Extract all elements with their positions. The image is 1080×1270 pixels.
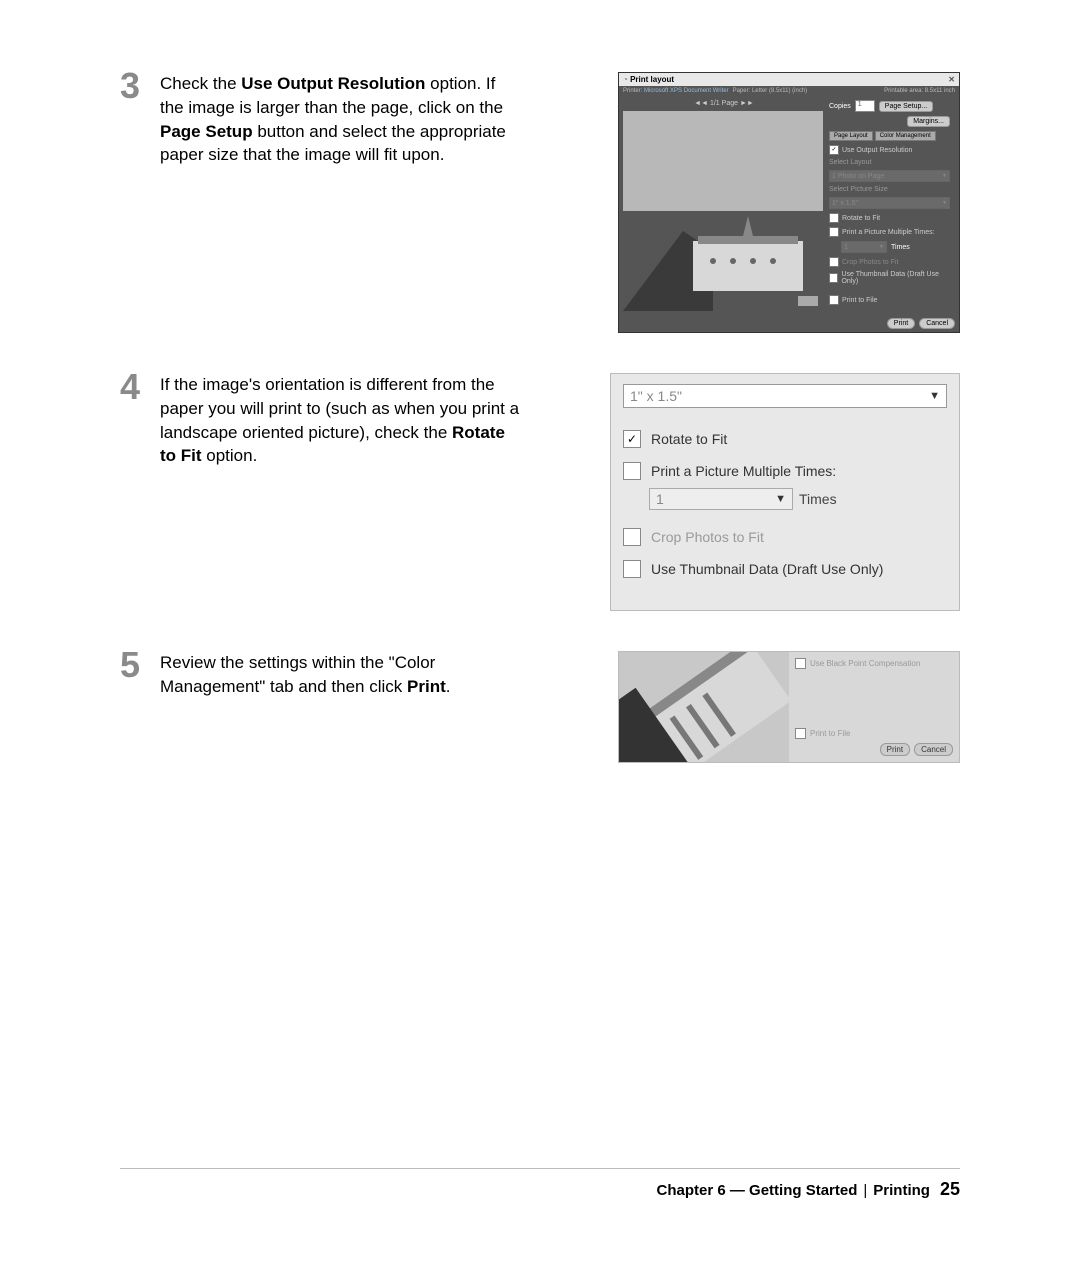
tab-page-layout[interactable]: Page Layout [829, 131, 873, 141]
dialog-info-bar: Printer: Microsoft XPS Document Writer P… [619, 86, 959, 96]
copies-label: Copies [829, 103, 851, 110]
rotate-to-fit-label: Rotate to Fit [651, 431, 727, 447]
crop-photos-checkbox[interactable]: Crop Photos to Fit [829, 257, 950, 267]
print-preview-thumbnail [623, 111, 823, 311]
print-multiple-count-dropdown[interactable]: 1 [841, 241, 887, 253]
times-label: Times [891, 244, 910, 251]
page-setup-button[interactable]: Page Setup... [879, 101, 933, 112]
rotate-to-fit-checkbox[interactable]: Rotate to Fit [829, 213, 950, 223]
black-point-label: Use Black Point Compensation [810, 659, 920, 668]
use-output-resolution-checkbox[interactable]: ✓Use Output Resolution [829, 145, 950, 155]
print-to-file-label: Print to File [842, 297, 877, 304]
paper-label: Paper: Letter (8.5x11) (inch) [733, 88, 808, 94]
crop-photos-label: Crop Photos to Fit [651, 529, 764, 545]
printer-value: Microsoft XPS Document Writer [644, 88, 729, 94]
step-4-screenshot-wrap: 1" x 1.5" ✓Rotate to Fit Print a Picture… [540, 373, 960, 611]
rotate-to-fit-checkbox[interactable]: ✓Rotate to Fit [623, 430, 947, 448]
print-layout-dialog: ◔ Print layout ✕ Printer: Microsoft XPS … [618, 72, 960, 333]
step-4-number: 4 [120, 369, 160, 405]
footer-section: Printing [873, 1182, 930, 1199]
color-management-panel: Use Black Point Compensation Print to Fi… [618, 651, 960, 763]
crop-photos-label: Crop Photos to Fit [842, 259, 898, 266]
dialog-footer: Print Cancel [795, 743, 953, 756]
dialog-tabs: Page Layout Color Management [829, 131, 950, 141]
step-4-text: If the image's orientation is different … [160, 373, 540, 468]
select-picture-size-value: 1" x 1.5" [832, 200, 858, 207]
cancel-button[interactable]: Cancel [914, 743, 953, 756]
times-count: 1 [656, 491, 664, 507]
bold-use-output-resolution: Use Output Resolution [241, 74, 425, 93]
black-point-checkbox[interactable]: Use Black Point Compensation [795, 658, 953, 669]
dialog-footer: Print Cancel [619, 315, 959, 332]
step-3-screenshot-wrap: ◔ Print layout ✕ Printer: Microsoft XPS … [540, 72, 960, 333]
rotate-to-fit-panel: 1" x 1.5" ✓Rotate to Fit Print a Picture… [610, 373, 960, 611]
step-5-row: 5 Review the settings within the "Color … [120, 651, 960, 763]
print-multiple-label: Print a Picture Multiple Times: [842, 229, 935, 236]
crop-photos-checkbox[interactable]: Crop Photos to Fit [623, 528, 947, 546]
copies-input[interactable]: 1 [855, 100, 875, 112]
select-layout-value: 1 Photo on Page [832, 173, 884, 180]
picture-size-value: 1" x 1.5" [630, 388, 682, 404]
tab-color-management[interactable]: Color Management [875, 131, 936, 141]
use-thumbnail-label: Use Thumbnail Data (Draft Use Only) [841, 271, 950, 285]
margins-button[interactable]: Margins... [907, 116, 950, 127]
printer-label: Printer: [623, 88, 642, 94]
print-multiple-times-row: 1 Times [623, 488, 947, 510]
text-fragment: option. [202, 446, 258, 465]
select-picture-size-dropdown[interactable]: 1" x 1.5" [829, 197, 950, 209]
dialog-preview-pane: ◄◄ 1/1 Page ►► [619, 96, 829, 315]
pager-label[interactable]: ◄◄ 1/1 Page ►► [623, 100, 825, 107]
print-multiple-checkbox[interactable]: Print a Picture Multiple Times: [829, 227, 950, 237]
use-thumbnail-checkbox[interactable]: Use Thumbnail Data (Draft Use Only) [623, 560, 947, 578]
print-to-file-checkbox[interactable]: Print to File [795, 728, 953, 739]
footer-chapter: Chapter 6 — Getting Started [657, 1182, 858, 1199]
select-layout-dropdown[interactable]: 1 Photo on Page [829, 170, 950, 182]
select-picture-size-label: Select Picture Size [829, 186, 950, 193]
print-to-file-checkbox[interactable]: Print to File [829, 295, 950, 305]
picture-size-dropdown[interactable]: 1" x 1.5" [623, 384, 947, 408]
use-output-resolution-label: Use Output Resolution [842, 147, 912, 154]
step-4-row: 4 If the image's orientation is differen… [120, 373, 960, 611]
step-3-number: 3 [120, 68, 160, 104]
print-multiple-checkbox[interactable]: Print a Picture Multiple Times: [623, 462, 947, 480]
rotated-preview-thumbnail [619, 652, 789, 762]
times-count-dropdown[interactable]: 1 [649, 488, 793, 510]
use-thumbnail-checkbox[interactable]: Use Thumbnail Data (Draft Use Only) [829, 271, 950, 285]
bold-page-setup: Page Setup [160, 122, 253, 141]
step-3-text: Check the Use Output Resolution option. … [160, 72, 540, 167]
step-5-screenshot-wrap: Use Black Point Compensation Print to Fi… [540, 651, 960, 763]
print-multiple-count: 1 [844, 244, 848, 251]
text-fragment: Review the settings within the "Color Ma… [160, 653, 435, 696]
dialog-title: Print layout [630, 75, 674, 84]
print-button[interactable]: Print [880, 743, 910, 756]
step-3-row: 3 Check the Use Output Resolution option… [120, 72, 960, 333]
dialog-titlebar: ◔ Print layout ✕ [619, 73, 959, 86]
print-multiple-label: Print a Picture Multiple Times: [651, 463, 836, 479]
page-footer: Chapter 6 — Getting Started|Printing25 [120, 1168, 960, 1200]
step-5-number: 5 [120, 647, 160, 683]
print-button[interactable]: Print [887, 318, 915, 329]
printable-area-label: Printable area: 8.5x11 inch [884, 88, 955, 94]
color-management-options: Use Black Point Compensation Print to Fi… [789, 652, 959, 762]
text-fragment: Check the [160, 74, 241, 93]
dialog-options-pane: Copies 1 Page Setup... Margins... Page L… [829, 96, 954, 315]
bold-print: Print [407, 677, 446, 696]
footer-page-number: 25 [940, 1179, 960, 1199]
times-suffix-label: Times [799, 491, 837, 507]
print-to-file-label: Print to File [810, 729, 850, 738]
select-layout-label: Select Layout [829, 159, 950, 166]
cancel-button[interactable]: Cancel [919, 318, 955, 329]
close-icon[interactable]: ✕ [948, 75, 955, 84]
use-thumbnail-label: Use Thumbnail Data (Draft Use Only) [651, 561, 883, 577]
text-fragment: . [446, 677, 451, 696]
rotate-to-fit-label: Rotate to Fit [842, 215, 880, 222]
step-5-text: Review the settings within the "Color Ma… [160, 651, 540, 699]
